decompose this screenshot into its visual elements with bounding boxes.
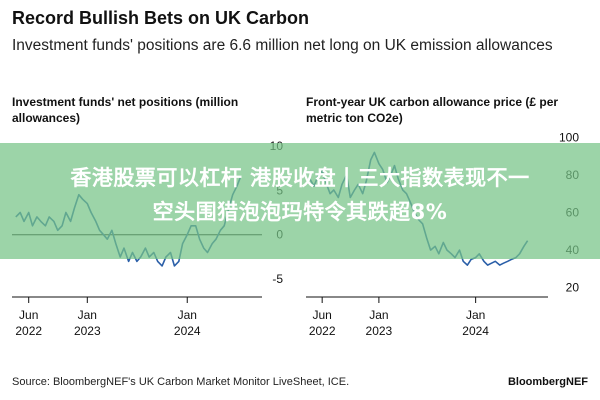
overlay-banner: 香港股票可以杠杆 港股收盘丨三大指数表现不一 空头围猎泡泡玛特令其跌超8% bbox=[0, 143, 600, 259]
left-x-tick-year: 2024 bbox=[174, 324, 201, 338]
left-x-tick-year: 2023 bbox=[74, 324, 101, 338]
right-x-tick-label: Jan bbox=[466, 308, 485, 322]
overlay-text: 香港股票可以杠杆 港股收盘丨三大指数表现不一 空头围猎泡泡玛特令其跌超8% bbox=[0, 161, 600, 229]
right-x-tick-label: Jun bbox=[312, 308, 331, 322]
right-y-tick-label: 100 bbox=[559, 130, 579, 144]
right-y-tick-label: 20 bbox=[566, 281, 580, 295]
right-x-tick-year: 2024 bbox=[462, 324, 489, 338]
source-note: Source: BloombergNEF's UK Carbon Market … bbox=[12, 376, 350, 388]
chart-subtitle: Investment funds' positions are 6.6 mill… bbox=[12, 37, 553, 54]
overlay-line-1: 香港股票可以杠杆 港股收盘丨三大指数表现不一 bbox=[70, 166, 530, 190]
right-panel-title: Front-year UK carbon allowance price (£ … bbox=[306, 95, 559, 125]
left-x-tick-label: Jan bbox=[178, 308, 197, 322]
brand-logo: BloombergNEF bbox=[507, 376, 588, 388]
overlay-line-2: 空头围猎泡泡玛特令其跌超8% bbox=[152, 200, 448, 224]
left-panel-title: Investment funds' net positions (million… bbox=[12, 95, 239, 125]
left-y-tick-label: -5 bbox=[272, 272, 283, 286]
right-x-tick-label: Jan bbox=[369, 308, 388, 322]
right-x-tick-year: 2022 bbox=[309, 324, 336, 338]
left-x-tick-year: 2022 bbox=[15, 324, 42, 338]
left-x-tick-label: Jan bbox=[78, 308, 97, 322]
left-x-tick-label: Jun bbox=[19, 308, 38, 322]
chart-title: Record Bullish Bets on UK Carbon bbox=[12, 8, 310, 28]
right-x-tick-year: 2023 bbox=[366, 324, 393, 338]
